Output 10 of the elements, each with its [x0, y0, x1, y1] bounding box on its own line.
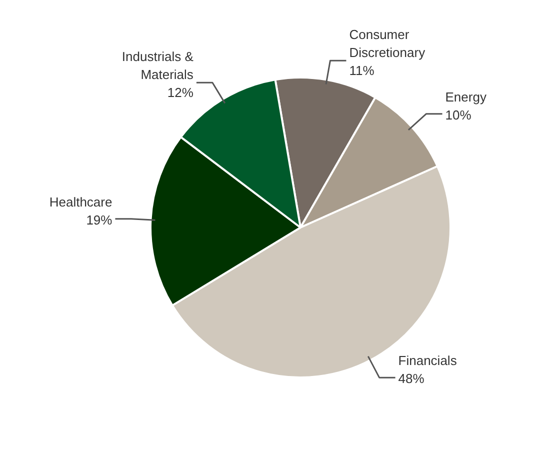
- slice-label: Consumer Discretionary: [349, 27, 426, 60]
- data-label: 11%: [349, 63, 375, 78]
- slice-label: Healthcare: [49, 194, 112, 210]
- slice-label: Industrials & Materials: [122, 49, 194, 82]
- slice-label: Energy: [445, 89, 487, 104]
- data-label: 10%: [445, 107, 472, 122]
- data-label: 19%: [86, 212, 113, 228]
- data-label: 48%: [398, 371, 425, 386]
- data-label: 12%: [167, 85, 194, 100]
- slice-label: Financials: [398, 353, 458, 368]
